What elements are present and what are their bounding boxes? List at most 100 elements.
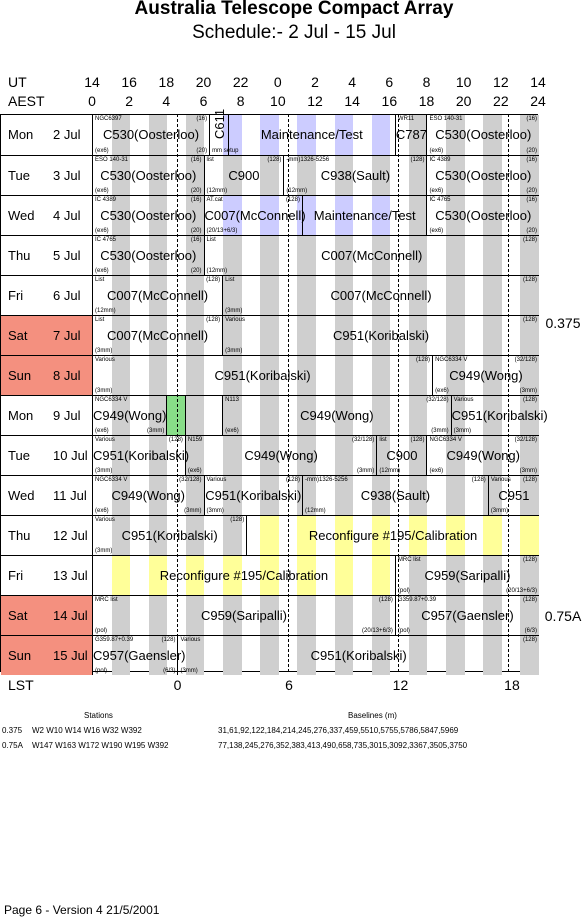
block-project: C938(Sault) bbox=[320, 168, 391, 183]
time-stripe bbox=[520, 115, 539, 155]
day-date: 3 Jul bbox=[53, 168, 81, 183]
block-note: (3mm) bbox=[95, 388, 113, 394]
block-project: C611 bbox=[212, 108, 228, 139]
time-stripe bbox=[297, 636, 316, 675]
time-stripe bbox=[371, 115, 391, 155]
day-row: Thu 5 Jul IC 4765 (16) (ex6) (20) C530(Oosterl… bbox=[1, 235, 539, 275]
version-footer: Page 6 - Version 4 21/5/2001 bbox=[4, 903, 160, 917]
block-source: list bbox=[206, 157, 214, 163]
block-project: C007(McConnell) bbox=[106, 288, 209, 303]
block-project: C951(Koribalski) bbox=[121, 528, 218, 543]
block-note: (ex6) bbox=[429, 468, 444, 474]
schedule-subtitle: Schedule:- 2 Jul - 15 Jul bbox=[192, 22, 396, 43]
time-stripe bbox=[297, 115, 316, 155]
block-source: List bbox=[95, 277, 105, 283]
time-stripe bbox=[371, 636, 391, 675]
block-project: C530(Oosterloo) bbox=[100, 168, 197, 183]
block-source: List bbox=[206, 237, 216, 243]
time-stripe bbox=[446, 556, 465, 595]
day-name: Tue bbox=[8, 448, 30, 463]
lst-tick: 0 bbox=[173, 677, 182, 693]
time-stripe bbox=[446, 316, 465, 355]
block-note: (3mm) bbox=[225, 348, 243, 354]
time-stripe bbox=[371, 596, 391, 635]
aest-tick: 18 bbox=[418, 93, 435, 109]
time-stripe bbox=[111, 356, 131, 395]
time-stripe bbox=[148, 596, 168, 635]
day-label: Mon 9 Jul bbox=[1, 396, 93, 435]
block-source: IC 4765 bbox=[95, 237, 117, 243]
block-note2: (20) bbox=[190, 188, 202, 194]
time-stripe bbox=[260, 436, 279, 475]
schedule-block: -mm)1326-5256 (128) (12mm) C938(Sault) bbox=[303, 476, 489, 515]
time-stripe bbox=[148, 276, 168, 315]
time-stripe bbox=[185, 316, 205, 355]
time-stripe bbox=[334, 316, 354, 355]
time-stripe bbox=[111, 196, 131, 235]
block-tag: (128) bbox=[206, 317, 221, 323]
time-stripe bbox=[111, 596, 131, 635]
time-stripe bbox=[223, 396, 242, 435]
schedule-block: Various (128) (3mm) C951(Koribalski) bbox=[93, 356, 434, 395]
block-source: Various bbox=[206, 477, 227, 483]
block-project: C007(McConnell) bbox=[330, 288, 432, 303]
day-name: Mon bbox=[8, 408, 34, 423]
time-stripe bbox=[483, 596, 502, 635]
time-stripe bbox=[148, 436, 168, 475]
block-tag: (128) bbox=[378, 597, 393, 603]
block-project: C007(McConnell) bbox=[204, 208, 306, 223]
schedule-block: mm setup C611 bbox=[210, 109, 238, 155]
time-stripe bbox=[446, 236, 465, 275]
ut-tick: 14 bbox=[530, 74, 546, 90]
day-name: Sat bbox=[8, 328, 28, 343]
block-source: -mm)1326-5256 bbox=[304, 477, 348, 483]
block-note: (pol) bbox=[397, 588, 410, 594]
block-source: Various bbox=[95, 357, 115, 363]
ut-tick: 16 bbox=[121, 74, 137, 90]
day-date: 7 Jul bbox=[53, 328, 81, 343]
time-stripe bbox=[223, 316, 242, 355]
block-tag: (128) bbox=[522, 237, 537, 243]
day-label: Fri 6 Jul bbox=[1, 276, 93, 315]
time-stripe bbox=[148, 516, 168, 555]
time-stripe bbox=[408, 516, 428, 555]
time-stripe bbox=[483, 276, 502, 315]
footer-config-1: 0.375 bbox=[2, 726, 23, 735]
block-note2: (20) bbox=[190, 268, 202, 274]
block-note: (ex6) bbox=[435, 388, 449, 394]
day-name: Thu bbox=[8, 248, 31, 263]
block-tag: (128) bbox=[267, 157, 282, 163]
block-note: (3mm) bbox=[95, 468, 113, 474]
schedule-block: Various (128) (3mm) C951 bbox=[489, 476, 539, 515]
schedule-block: List (128) (12mm) C007(McConnell) bbox=[205, 236, 540, 275]
schedule-block: G359.87+0.39 (128) (pol) (6/3) C957(Gaensler… bbox=[93, 636, 186, 675]
block-note: (3mm) bbox=[453, 428, 471, 434]
time-stripe bbox=[297, 436, 316, 475]
time-stripe bbox=[371, 276, 391, 315]
time-stripe bbox=[148, 115, 168, 155]
ut-tick: 22 bbox=[232, 74, 249, 90]
block-project: C951(Koribalski) bbox=[205, 488, 302, 503]
block-note: (ex6) bbox=[95, 508, 109, 514]
time-stripe bbox=[483, 396, 502, 435]
time-stripe bbox=[185, 596, 205, 635]
day-row: Tue 3 Jul ESO 140-31 (16) (ex6) (20) C530(Oost… bbox=[1, 155, 539, 195]
block-project: C957(Gaensler) bbox=[93, 648, 186, 663]
day-date: 5 Jul bbox=[53, 248, 81, 263]
day-name: Mon bbox=[8, 127, 34, 142]
block-source: list bbox=[379, 437, 387, 443]
ut-tick: 0 bbox=[273, 74, 282, 90]
schedule-block: G359.87+0.39 (128) (pol) (6/3) C957(Gaensler… bbox=[396, 596, 539, 635]
schedule-block: Reconfigure #195/Calibration bbox=[93, 556, 396, 595]
block-tag: (128) bbox=[522, 597, 537, 603]
block-source: N159 bbox=[187, 437, 203, 443]
lst-tick: 6 bbox=[285, 677, 293, 693]
time-stripe bbox=[408, 476, 428, 515]
ut-tick: 18 bbox=[158, 74, 175, 90]
block-note: (ex6) bbox=[95, 228, 109, 234]
time-stripe bbox=[223, 236, 242, 275]
aest-tick: 0 bbox=[88, 93, 96, 109]
block-note: (ex6) bbox=[429, 188, 444, 194]
time-stripe bbox=[223, 276, 242, 315]
block-note2: (20/13+6/3) bbox=[506, 588, 537, 594]
